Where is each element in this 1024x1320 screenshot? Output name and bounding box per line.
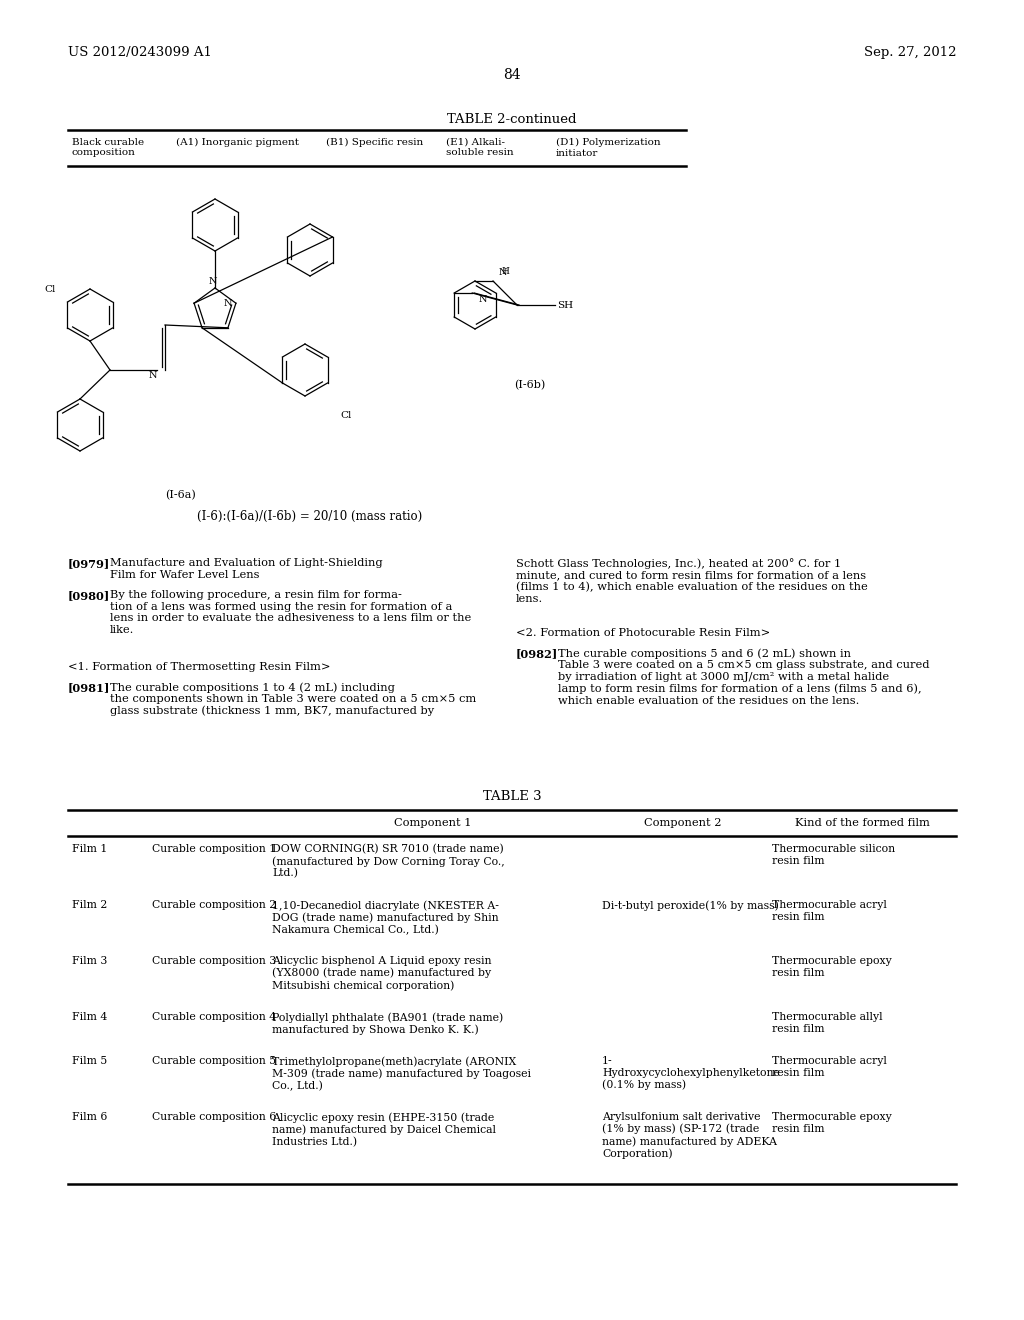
Text: Thermocurable epoxy
resin film: Thermocurable epoxy resin film xyxy=(772,956,892,978)
Text: Alicyclic epoxy resin (EHPE-3150 (trade
name) manufactured by Daicel Chemical
In: Alicyclic epoxy resin (EHPE-3150 (trade … xyxy=(272,1111,496,1147)
Text: By the following procedure, a resin film for forma-
tion of a lens was formed us: By the following procedure, a resin film… xyxy=(110,590,471,635)
Text: N: N xyxy=(499,268,508,277)
Text: Curable composition 5: Curable composition 5 xyxy=(152,1056,276,1067)
Text: Thermocurable epoxy
resin film: Thermocurable epoxy resin film xyxy=(772,1111,892,1134)
Text: Black curable
composition: Black curable composition xyxy=(72,139,144,157)
Text: Curable composition 6: Curable composition 6 xyxy=(152,1111,276,1122)
Text: Trimethylolpropane(meth)acrylate (ARONIX
M-309 (trade name) manufactured by Toag: Trimethylolpropane(meth)acrylate (ARONIX… xyxy=(272,1056,531,1090)
Text: Film 3: Film 3 xyxy=(72,956,108,966)
Text: SH: SH xyxy=(557,301,573,309)
Text: Thermocurable allyl
resin film: Thermocurable allyl resin film xyxy=(772,1012,883,1034)
Text: Film 2: Film 2 xyxy=(72,900,108,909)
Text: Kind of the formed film: Kind of the formed film xyxy=(795,818,930,828)
Text: (E1) Alkali-
soluble resin: (E1) Alkali- soluble resin xyxy=(446,139,514,157)
Text: N: N xyxy=(478,294,486,304)
Text: Film 5: Film 5 xyxy=(72,1056,108,1067)
Text: Sep. 27, 2012: Sep. 27, 2012 xyxy=(863,46,956,59)
Text: TABLE 3: TABLE 3 xyxy=(482,789,542,803)
Text: DOW CORNING(R) SR 7010 (trade name)
(manufactured by Dow Corning Toray Co.,
Ltd.: DOW CORNING(R) SR 7010 (trade name) (man… xyxy=(272,843,505,879)
Text: (I-6):(I-6a)/(I-6b) = 20/10 (mass ratio): (I-6):(I-6a)/(I-6b) = 20/10 (mass ratio) xyxy=(198,510,423,523)
Text: Film 1: Film 1 xyxy=(72,843,108,854)
Text: Polydiallyl phthalate (BA901 (trade name)
manufactured by Showa Denko K. K.): Polydiallyl phthalate (BA901 (trade name… xyxy=(272,1012,503,1035)
Text: H: H xyxy=(501,267,509,276)
Text: The curable compositions 1 to 4 (2 mL) including
the components shown in Table 3: The curable compositions 1 to 4 (2 mL) i… xyxy=(110,682,476,717)
Text: Thermocurable silicon
resin film: Thermocurable silicon resin film xyxy=(772,843,895,866)
Text: (A1) Inorganic pigment: (A1) Inorganic pigment xyxy=(176,139,299,147)
Text: N: N xyxy=(223,298,232,308)
Text: N: N xyxy=(148,371,158,380)
Text: Di-t-butyl peroxide(1% by mass): Di-t-butyl peroxide(1% by mass) xyxy=(602,900,779,911)
Text: [0979]: [0979] xyxy=(68,558,111,569)
Text: (I-6a): (I-6a) xyxy=(165,490,196,500)
Text: Manufacture and Evaluation of Light-Shielding
Film for Wafer Level Lens: Manufacture and Evaluation of Light-Shie… xyxy=(110,558,383,579)
Text: <2. Formation of Photocurable Resin Film>: <2. Formation of Photocurable Resin Film… xyxy=(516,628,770,638)
Text: Cl: Cl xyxy=(340,411,351,420)
Text: Component 1: Component 1 xyxy=(394,818,472,828)
Text: Curable composition 1: Curable composition 1 xyxy=(152,843,276,854)
Text: Schott Glass Technologies, Inc.), heated at 200° C. for 1
minute, and cured to f: Schott Glass Technologies, Inc.), heated… xyxy=(516,558,867,605)
Text: Arylsulfonium salt derivative
(1% by mass) (SP-172 (trade
name) manufactured by : Arylsulfonium salt derivative (1% by mas… xyxy=(602,1111,777,1159)
Text: Component 2: Component 2 xyxy=(644,818,722,828)
Text: Curable composition 3: Curable composition 3 xyxy=(152,956,276,966)
Text: N: N xyxy=(209,277,217,286)
Text: Curable composition 4: Curable composition 4 xyxy=(152,1012,276,1022)
Text: (B1) Specific resin: (B1) Specific resin xyxy=(326,139,423,147)
Text: 84: 84 xyxy=(503,69,521,82)
Text: Alicyclic bisphenol A Liquid epoxy resin
(YX8000 (trade name) manufactured by
Mi: Alicyclic bisphenol A Liquid epoxy resin… xyxy=(272,956,492,990)
Text: Thermocurable acryl
resin film: Thermocurable acryl resin film xyxy=(772,1056,887,1077)
Text: Film 4: Film 4 xyxy=(72,1012,108,1022)
Text: Film 6: Film 6 xyxy=(72,1111,108,1122)
Text: (I-6b): (I-6b) xyxy=(514,380,546,391)
Text: Thermocurable acryl
resin film: Thermocurable acryl resin film xyxy=(772,900,887,921)
Text: [0981]: [0981] xyxy=(68,682,111,693)
Text: 1,10-Decanediol diacrylate (NKESTER A-
DOG (trade name) manufactured by Shin
Nak: 1,10-Decanediol diacrylate (NKESTER A- D… xyxy=(272,900,499,935)
Text: US 2012/0243099 A1: US 2012/0243099 A1 xyxy=(68,46,212,59)
Text: [0980]: [0980] xyxy=(68,590,111,601)
Text: (D1) Polymerization
initiator: (D1) Polymerization initiator xyxy=(556,139,660,157)
Text: Curable composition 2: Curable composition 2 xyxy=(152,900,276,909)
Text: Cl: Cl xyxy=(44,285,55,294)
Text: <1. Formation of Thermosetting Resin Film>: <1. Formation of Thermosetting Resin Fil… xyxy=(68,663,331,672)
Text: [0982]: [0982] xyxy=(516,648,558,659)
Text: The curable compositions 5 and 6 (2 mL) shown in
Table 3 were coated on a 5 cm×5: The curable compositions 5 and 6 (2 mL) … xyxy=(558,648,930,706)
Text: 1-
Hydroxycyclohexylphenylketone
(0.1% by mass): 1- Hydroxycyclohexylphenylketone (0.1% b… xyxy=(602,1056,780,1090)
Text: TABLE 2-continued: TABLE 2-continued xyxy=(447,114,577,125)
